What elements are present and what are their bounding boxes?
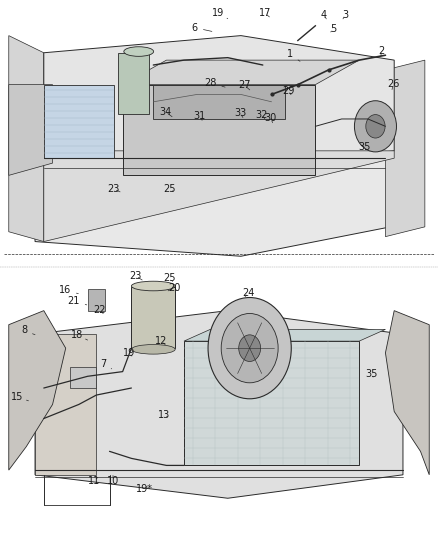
Polygon shape [118, 53, 149, 114]
Polygon shape [9, 311, 66, 470]
Polygon shape [184, 341, 359, 465]
Bar [70, 367, 96, 388]
Polygon shape [385, 311, 429, 475]
Text: 35: 35 [365, 369, 378, 379]
Text: 11: 11 [88, 476, 100, 486]
Text: 20: 20 [168, 283, 180, 293]
Text: 23: 23 [108, 184, 120, 194]
Ellipse shape [124, 47, 154, 56]
Text: 29: 29 [282, 86, 294, 95]
Text: 33: 33 [234, 108, 246, 118]
Text: 25: 25 [164, 273, 176, 283]
Polygon shape [9, 85, 53, 175]
Polygon shape [184, 329, 385, 341]
Text: 32: 32 [256, 110, 268, 119]
Text: 6: 6 [192, 23, 212, 33]
Text: 8: 8 [21, 326, 35, 335]
Text: 22: 22 [94, 305, 106, 315]
Polygon shape [35, 311, 403, 498]
Polygon shape [35, 126, 403, 256]
Text: 5: 5 [331, 25, 337, 34]
Text: 24: 24 [243, 288, 255, 298]
Text: 3: 3 [342, 10, 348, 20]
Polygon shape [44, 85, 114, 158]
Text: 23: 23 [130, 271, 142, 281]
Text: 35: 35 [358, 142, 371, 151]
Polygon shape [123, 85, 315, 175]
Text: 19*: 19* [136, 484, 153, 494]
Bar [88, 289, 105, 311]
Text: 30: 30 [265, 114, 277, 123]
Text: 10: 10 [107, 475, 119, 486]
Text: 21: 21 [67, 296, 87, 306]
Text: 12: 12 [155, 336, 167, 346]
Text: 2: 2 [378, 46, 384, 56]
Circle shape [354, 101, 396, 152]
Text: 1: 1 [287, 50, 300, 61]
Text: 13: 13 [158, 410, 170, 419]
Polygon shape [44, 151, 394, 241]
Text: 27: 27 [238, 80, 251, 90]
Text: 17: 17 [259, 9, 271, 18]
Text: 4: 4 [321, 10, 327, 20]
Circle shape [221, 313, 278, 383]
Text: 31: 31 [193, 111, 205, 121]
Polygon shape [123, 60, 359, 85]
Text: 19: 19 [212, 9, 228, 19]
Polygon shape [131, 287, 175, 348]
Circle shape [239, 335, 261, 361]
Text: 7: 7 [100, 359, 112, 369]
Circle shape [208, 297, 291, 399]
Text: 18: 18 [71, 330, 88, 340]
Text: 19: 19 [123, 348, 135, 358]
Polygon shape [385, 60, 425, 237]
Text: 16: 16 [59, 286, 78, 295]
Text: 28: 28 [204, 78, 225, 87]
Text: 25: 25 [164, 184, 176, 194]
Text: 34: 34 [159, 107, 172, 117]
Ellipse shape [131, 281, 175, 291]
Polygon shape [153, 85, 285, 119]
Text: 26: 26 [387, 79, 399, 90]
Ellipse shape [131, 344, 175, 354]
Polygon shape [9, 36, 44, 241]
Text: 15: 15 [11, 392, 28, 402]
Polygon shape [44, 36, 394, 168]
Circle shape [366, 115, 385, 138]
Polygon shape [35, 334, 96, 475]
